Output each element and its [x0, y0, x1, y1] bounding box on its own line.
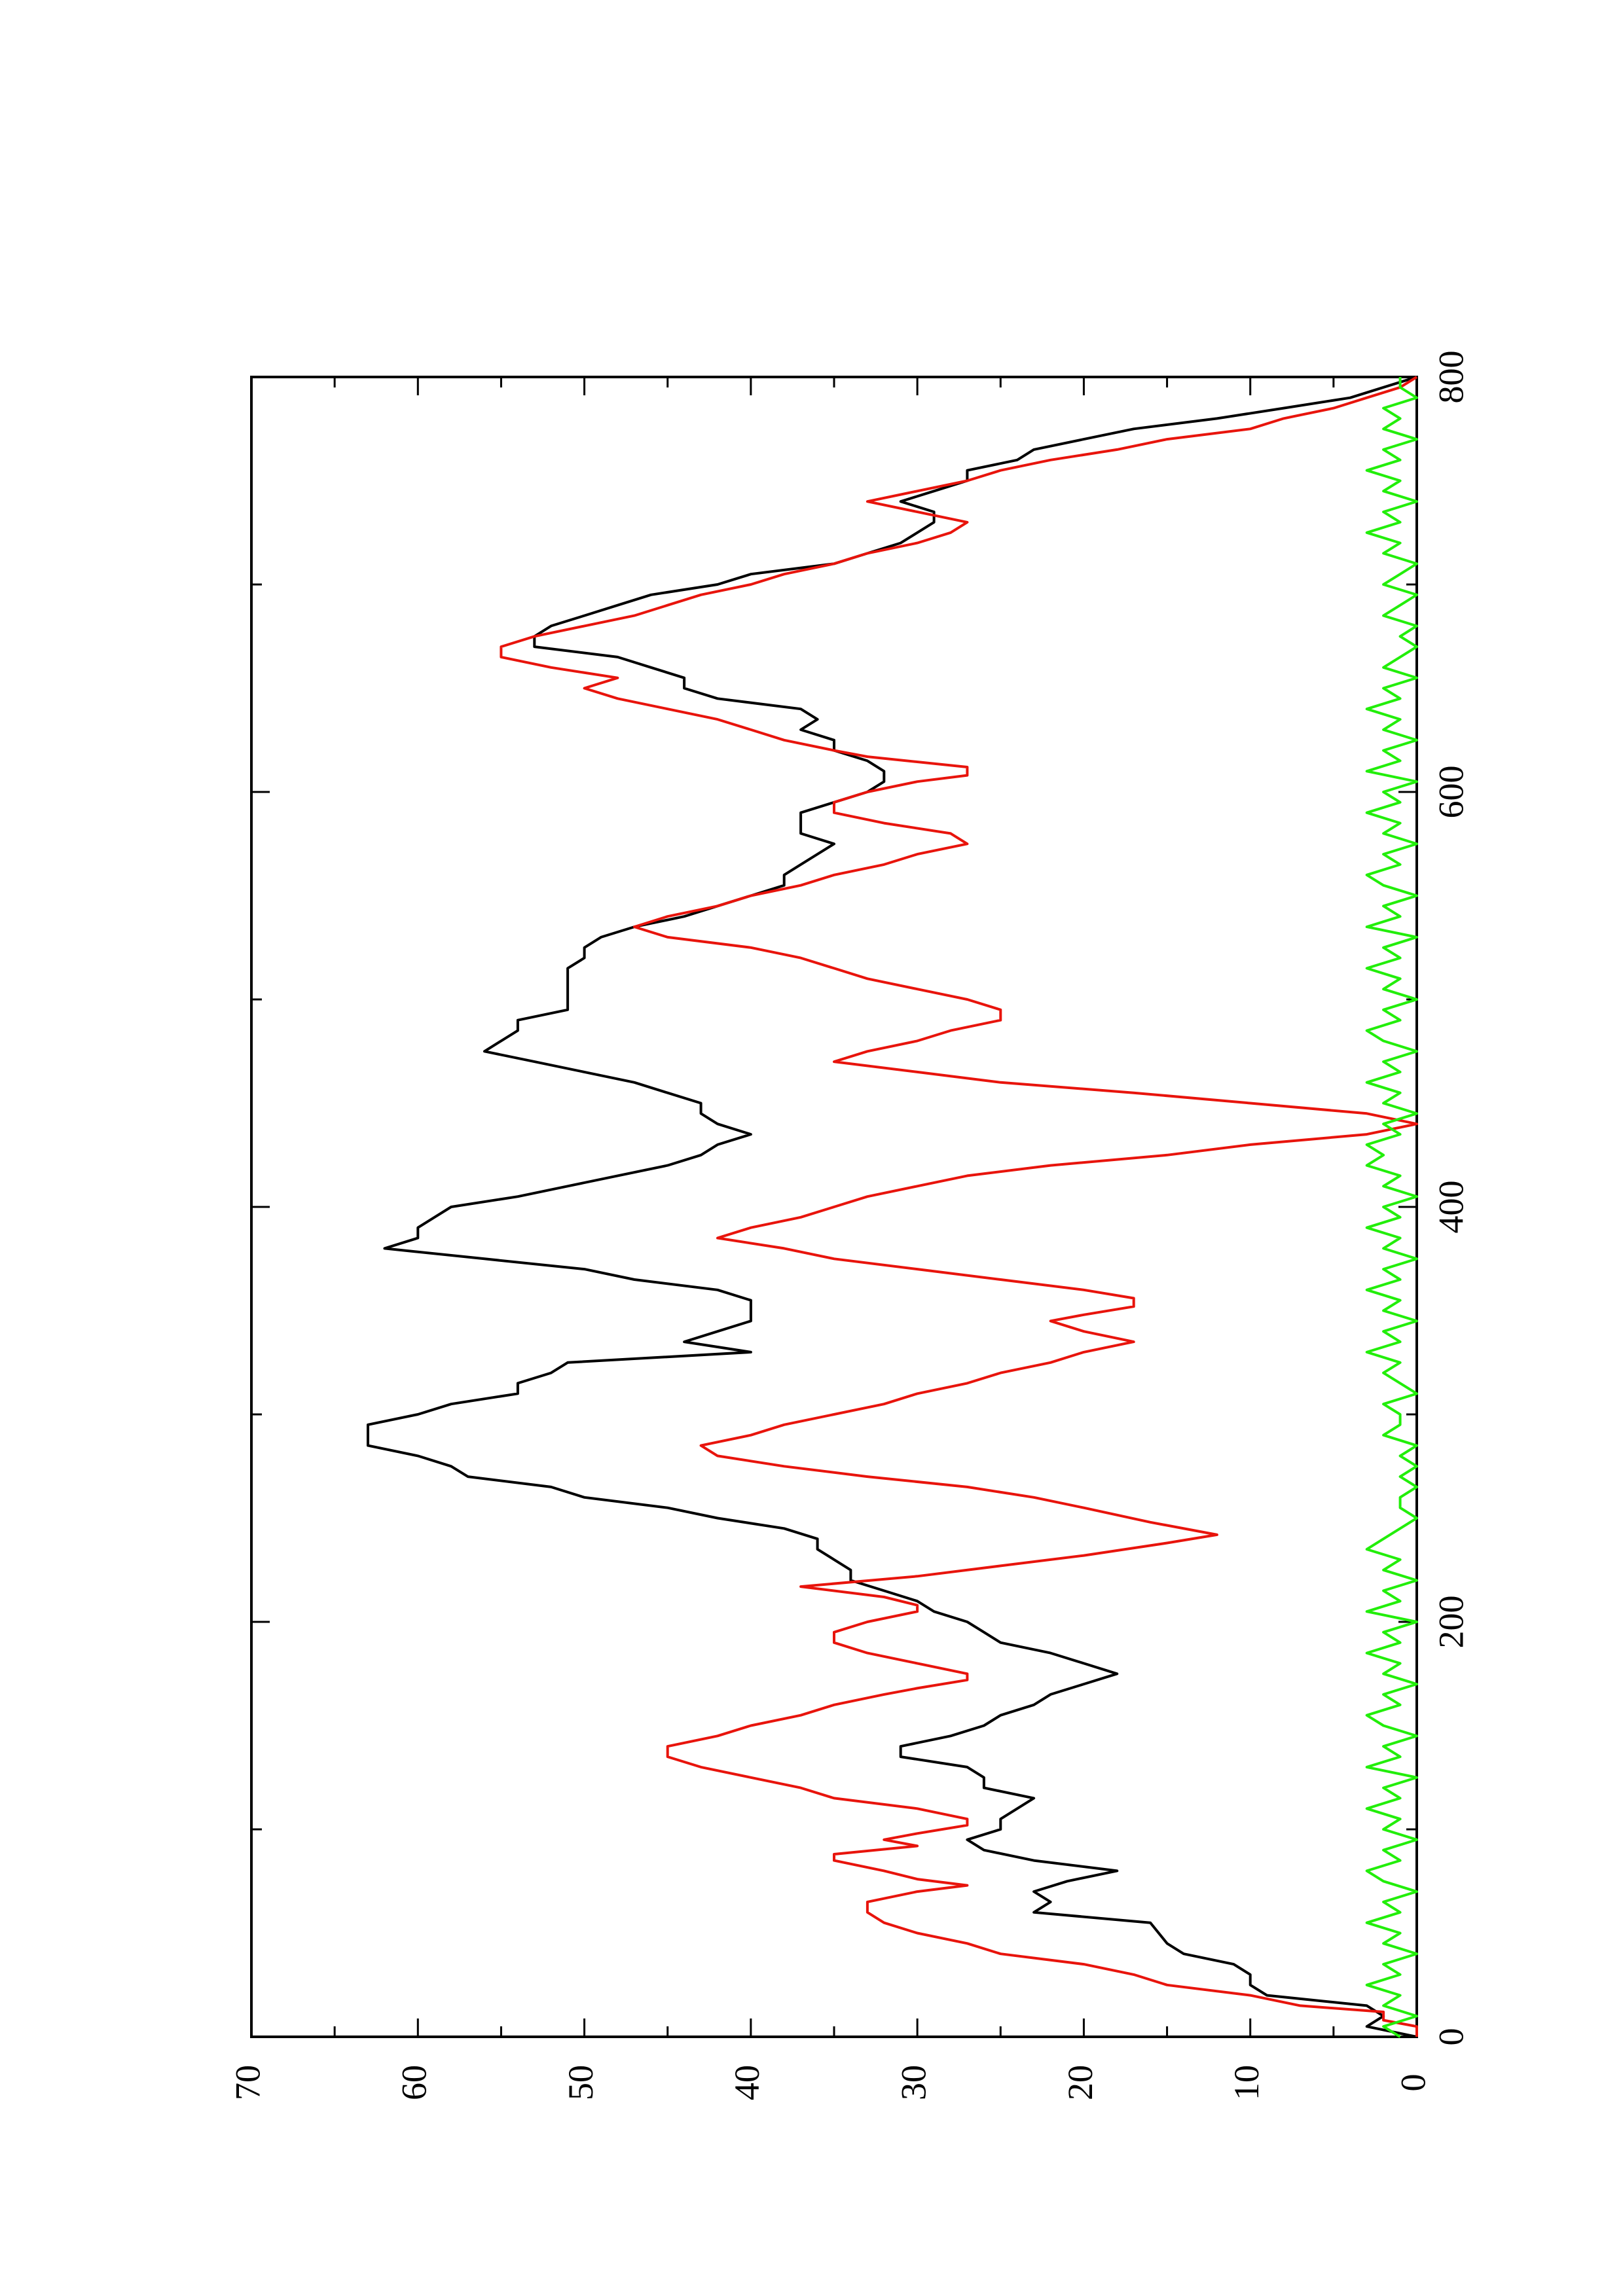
y-tick-label: 70 [228, 2065, 267, 2100]
series-lines [367, 376, 1418, 2038]
y-tick-label: 30 [894, 2065, 934, 2100]
series-line-1 [367, 376, 1417, 2038]
y-tick-label: 10 [1227, 2065, 1266, 2100]
y-tick-label: 0 [1393, 2074, 1432, 2092]
series-line-2 [500, 376, 1418, 2037]
x-tick-label: 200 [1431, 1596, 1470, 1649]
x-tick-label: 400 [1431, 1181, 1470, 1234]
y-tick-label: 60 [395, 2065, 434, 2100]
axis-tick-labels: 0 200 400 600 800 0 10 20 30 40 50 60 70 [228, 351, 1470, 2101]
series-line-3 [1365, 377, 1418, 2038]
y-tick-label: 20 [1061, 2065, 1100, 2100]
x-tick-label: 800 [1431, 351, 1470, 404]
y-tick-label: 40 [727, 2065, 767, 2100]
axis-ticks [250, 376, 1418, 2038]
y-tick-label: 50 [561, 2065, 600, 2100]
x-tick-label: 600 [1431, 766, 1470, 819]
x-tick-label: 0 [1431, 2028, 1470, 2046]
